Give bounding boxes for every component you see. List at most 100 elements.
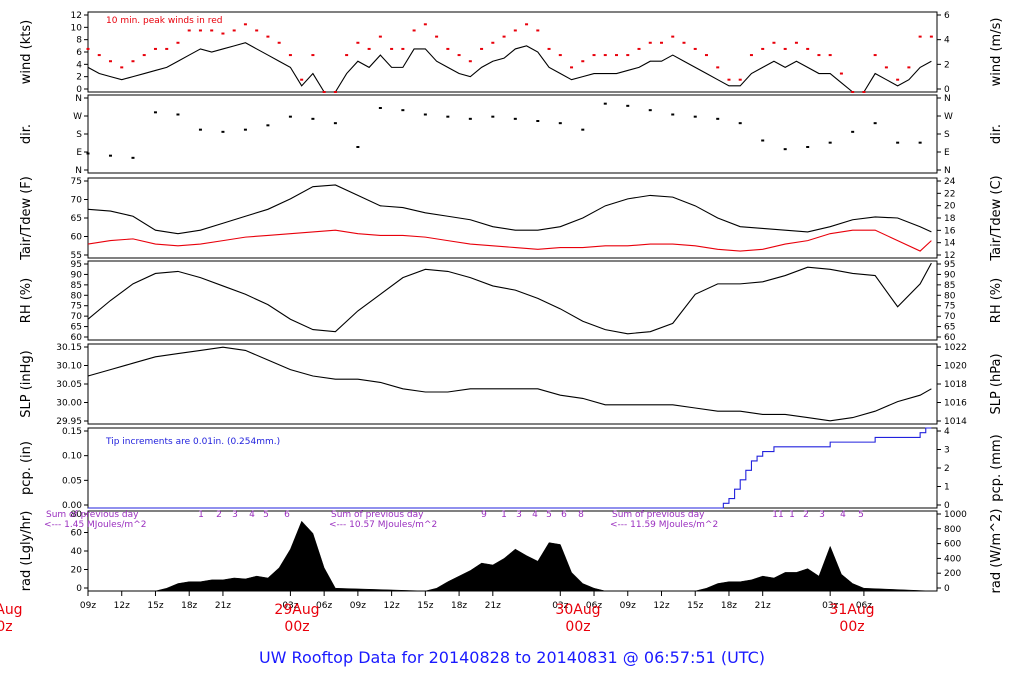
ytick-label-left-rh: 70 (71, 312, 83, 322)
xtick-label: 12z (384, 601, 400, 611)
ytick-label-right-dir: E (944, 148, 950, 158)
ytick-label-left-wind: 4 (76, 60, 82, 70)
ytick-label-right-rad: 0 (944, 584, 950, 594)
ylabel-right-rad: rad (W/m^2) (989, 509, 1004, 594)
ytick-label-right-slp: 1018 (944, 380, 967, 390)
ytick-label-right-dir: W (944, 112, 953, 122)
ytick-label-right-slp: 1022 (944, 343, 967, 353)
data-point-dir-0 (333, 122, 337, 125)
data-point-dir-0 (626, 104, 630, 107)
data-point-dir-0 (288, 115, 292, 118)
ytick-label-left-dir: N (75, 166, 82, 176)
ylabel-rad: rad (Lgly/hr) (19, 511, 34, 592)
data-point-wind-1 (176, 41, 180, 44)
ytick-label-right-pcp: 1 (944, 483, 950, 493)
ytick-label-left-rad: 60 (71, 529, 83, 539)
data-point-wind-1 (896, 78, 900, 81)
ytick-label-right-rad: 800 (944, 525, 961, 535)
data-point-dir-0 (266, 124, 270, 127)
hour-mark: 1 (501, 510, 507, 520)
data-point-wind-1 (277, 41, 281, 44)
data-point-wind-1 (423, 23, 427, 26)
data-point-wind-1 (502, 35, 506, 38)
day-label: 30Aug (555, 602, 600, 618)
data-point-wind-1 (367, 47, 371, 50)
ytick-label-left-dir: E (76, 148, 82, 158)
data-point-wind-1 (255, 29, 259, 32)
hour-mark: 4 (532, 510, 538, 520)
wind-note: 10 min. peak winds in red (106, 16, 223, 26)
title-prefix: UW Rooftop Data for (258, 648, 424, 667)
series-line-temp-1 (87, 229, 932, 252)
data-point-wind-1 (671, 35, 675, 38)
ytick-label-right-temp: 22 (944, 189, 955, 199)
data-point-wind-1 (738, 78, 742, 81)
ytick-label-right-temp: 16 (944, 226, 956, 236)
data-point-dir-0 (671, 113, 675, 116)
data-point-wind-1 (446, 47, 450, 50)
ytick-label-right-rh: 80 (944, 291, 956, 301)
xtick-label: 21z (755, 601, 771, 611)
data-point-dir-0 (693, 115, 697, 118)
data-point-dir-0 (828, 141, 832, 144)
data-point-wind-1 (682, 41, 686, 44)
title-at: @ (622, 648, 639, 667)
ytick-label-right-temp: 20 (944, 202, 956, 212)
hour-mark: 6 (284, 510, 290, 520)
ytick-label-right-wind: 6 (944, 11, 950, 21)
ytick-label-right-slp: 1014 (944, 417, 967, 427)
data-point-dir-0 (401, 109, 405, 112)
series-line-wind-0 (87, 42, 932, 93)
xtick-label: 18z (181, 601, 197, 611)
ytick-label-left-rh: 80 (71, 291, 83, 301)
title-time: 06:57:51 (643, 648, 716, 667)
data-point-dir-0 (131, 156, 135, 159)
ylabel-wind: wind (kts) (19, 20, 34, 84)
hour-mark: 2 (803, 510, 809, 520)
ylabel-right-wind: wind (m/s) (989, 18, 1004, 87)
data-point-dir-0 (783, 148, 787, 151)
data-point-wind-1 (288, 54, 292, 57)
data-point-dir-0 (311, 117, 315, 120)
ytick-label-right-rh: 75 (944, 302, 955, 312)
ytick-label-left-dir: S (76, 130, 82, 140)
ytick-label-right-rad: 1000 (944, 510, 967, 520)
data-point-wind-1 (243, 23, 247, 26)
data-point-dir-0 (918, 141, 922, 144)
data-point-dir-0 (491, 115, 495, 118)
hour-mark: 4 (840, 510, 846, 520)
panel-frame-temp (87, 177, 938, 259)
ytick-label-right-dir: N (944, 94, 951, 104)
data-point-wind-1 (603, 54, 607, 57)
xtick-label: 18z (451, 601, 467, 611)
ytick-label-left-rh: 75 (71, 302, 82, 312)
data-point-wind-1 (817, 54, 821, 57)
data-point-wind-1 (525, 23, 529, 26)
data-point-wind-1 (828, 54, 832, 57)
data-point-wind-1 (356, 41, 360, 44)
data-point-wind-1 (929, 35, 933, 38)
ytick-label-right-rh: 60 (944, 333, 956, 343)
data-point-dir-0 (716, 117, 720, 120)
data-point-dir-0 (896, 141, 900, 144)
data-point-dir-0 (468, 117, 472, 120)
ytick-label-left-slp: 30.00 (56, 399, 82, 409)
data-point-wind-1 (198, 29, 202, 32)
data-point-wind-1 (749, 54, 753, 57)
ytick-label-left-slp: 30.15 (56, 343, 82, 353)
data-point-wind-1 (142, 54, 146, 57)
series-line-rh-0 (87, 262, 932, 335)
data-point-wind-1 (300, 78, 304, 81)
xtick-label: 09z (80, 601, 96, 611)
ytick-label-right-wind: 0 (944, 85, 950, 95)
day-label: 31Aug (829, 602, 874, 618)
data-point-wind-1 (86, 47, 90, 50)
data-point-dir-0 (243, 128, 247, 131)
day-hour-label: 00z (284, 619, 309, 635)
data-point-wind-1 (704, 54, 708, 57)
data-point-wind-1 (648, 41, 652, 44)
ytick-label-right-temp: 12 (944, 251, 955, 261)
ytick-label-right-slp: 1020 (944, 362, 967, 372)
data-point-wind-1 (401, 47, 405, 50)
